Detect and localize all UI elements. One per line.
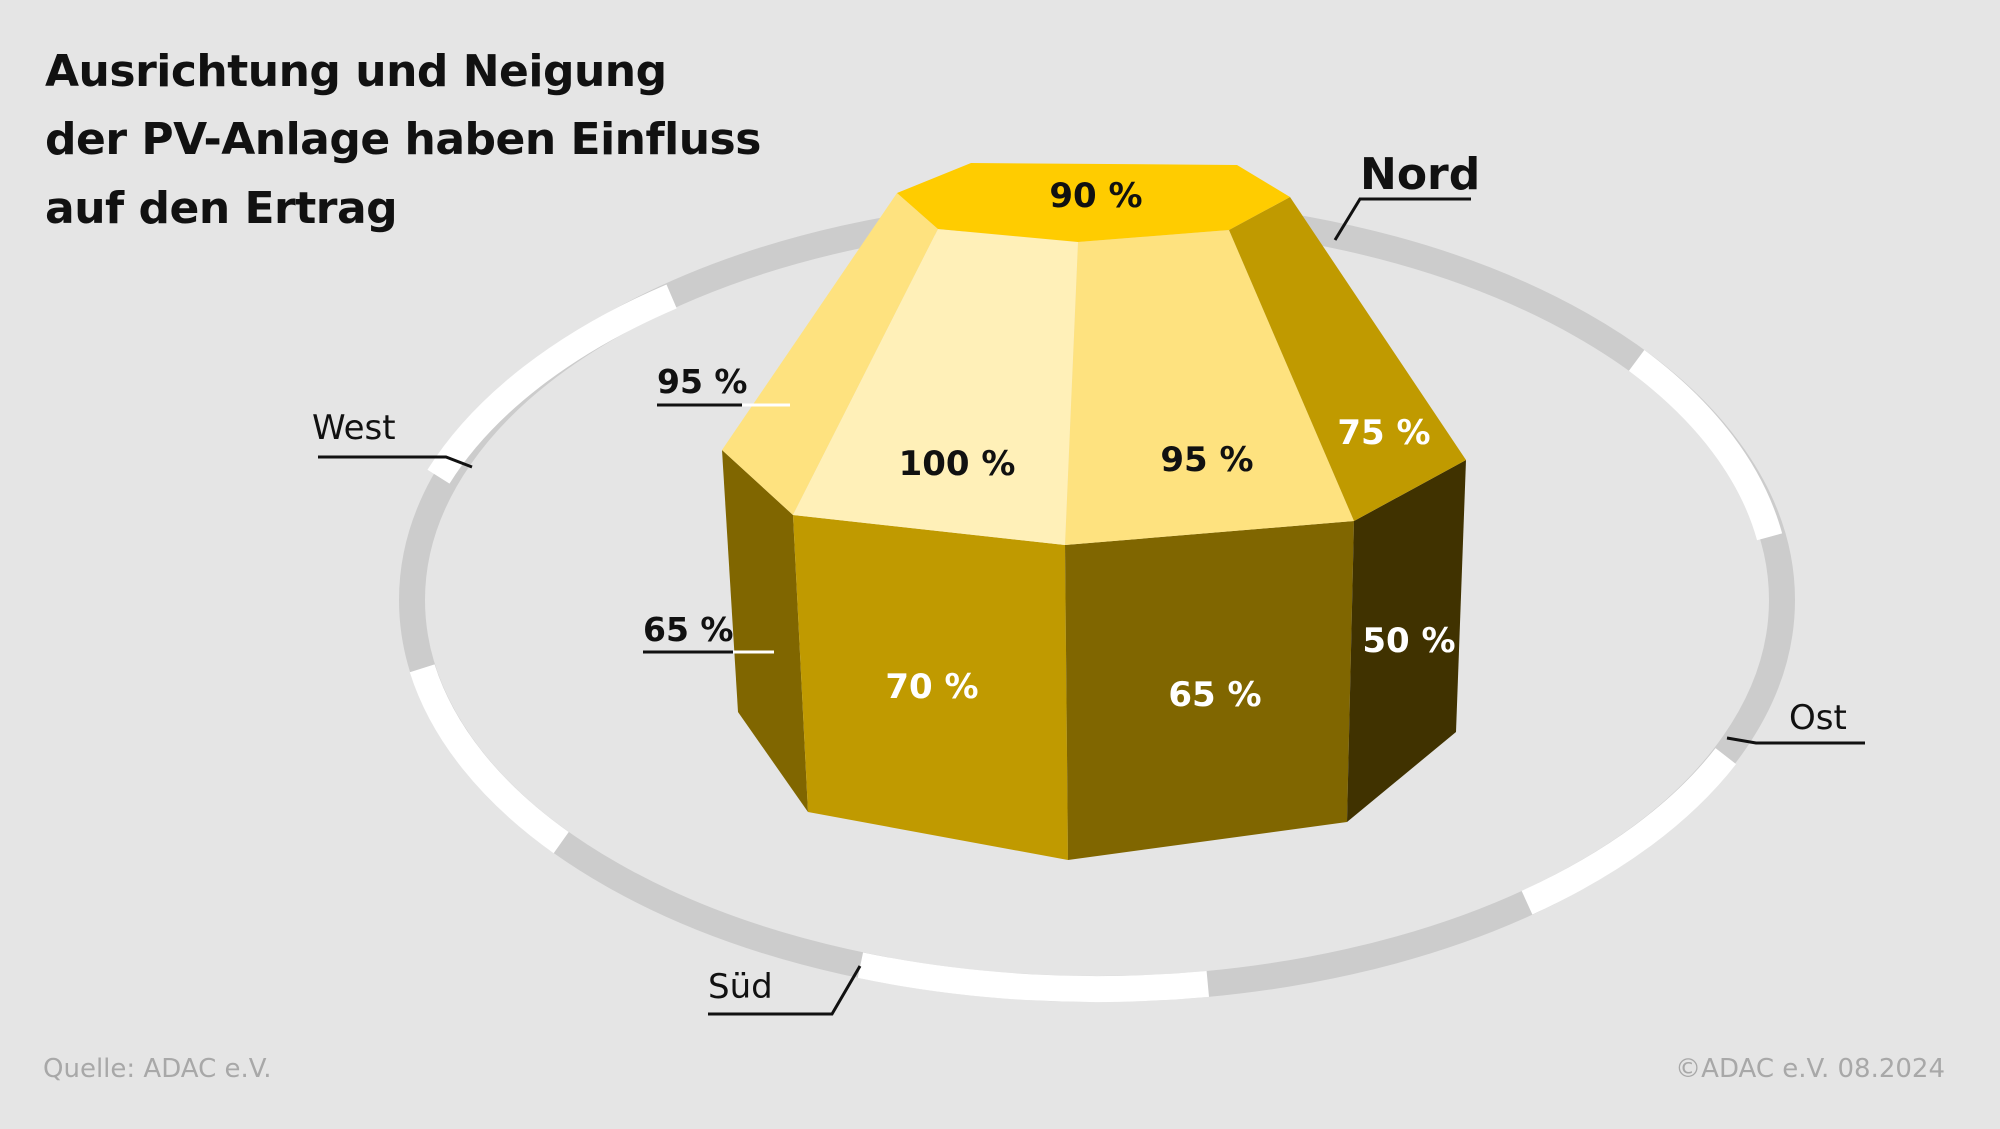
compass-ring-segment-southwest xyxy=(409,664,569,854)
label-lower-southeast-value: 65 % xyxy=(1168,675,1261,715)
compass-ring-segment-southeast xyxy=(1521,748,1737,915)
face-upper-southeast xyxy=(1065,230,1354,545)
face-upper-west xyxy=(722,193,938,515)
compass-label-north: Nord xyxy=(1360,149,1480,200)
external-labels: 95 % 65 % xyxy=(643,362,790,654)
face-top xyxy=(897,163,1290,242)
pv-solid xyxy=(722,163,1466,860)
compass-label-south: Süd xyxy=(708,967,773,1007)
leader-north xyxy=(1333,197,1471,241)
label-upper-east-value: 75 % xyxy=(1337,413,1430,453)
compass-label-east: Ost xyxy=(1789,698,1847,738)
title-line-3: auf den Ertrag xyxy=(45,183,398,234)
label-lower-west-value: 65 % xyxy=(643,610,733,649)
label-upper-southwest-value: 100 % xyxy=(899,444,1016,484)
label-top-value: 90 % xyxy=(1049,176,1142,216)
face-lower-southwest xyxy=(793,515,1068,860)
leader-south xyxy=(708,965,862,1016)
face-lower-southeast xyxy=(1065,521,1354,860)
compass-ring-segment-west xyxy=(427,284,677,484)
compass-labels: Nord West Ost Süd xyxy=(312,149,1865,1016)
copyright-note: ©ADAC e.V. 08.2024 xyxy=(1675,1054,1945,1084)
face-upper-east xyxy=(1229,197,1466,521)
source-note: Quelle: ADAC e.V. xyxy=(43,1054,272,1084)
compass-label-west: West xyxy=(312,408,396,448)
face-upper-southwest xyxy=(793,229,1078,545)
label-lower-east-value: 50 % xyxy=(1362,621,1455,661)
face-lower-west xyxy=(722,450,808,812)
leader-west xyxy=(318,455,473,469)
title-line-1: Ausrichtung und Neigung xyxy=(45,46,667,97)
label-upper-southeast-value: 95 % xyxy=(1160,440,1253,480)
face-lower-east xyxy=(1347,460,1466,822)
compass-ring-segment-south xyxy=(857,952,1210,1003)
compass-ring-segment-northeast xyxy=(1628,349,1783,541)
leader-east xyxy=(1726,736,1865,745)
face-labels: 90 % 100 % 95 % 75 % 70 % 65 % 50 % xyxy=(885,176,1455,715)
label-upper-west-value: 95 % xyxy=(657,362,747,401)
title-line-2: der PV-Anlage haben Einfluss xyxy=(45,114,761,165)
label-lower-southwest-value: 70 % xyxy=(885,667,978,707)
